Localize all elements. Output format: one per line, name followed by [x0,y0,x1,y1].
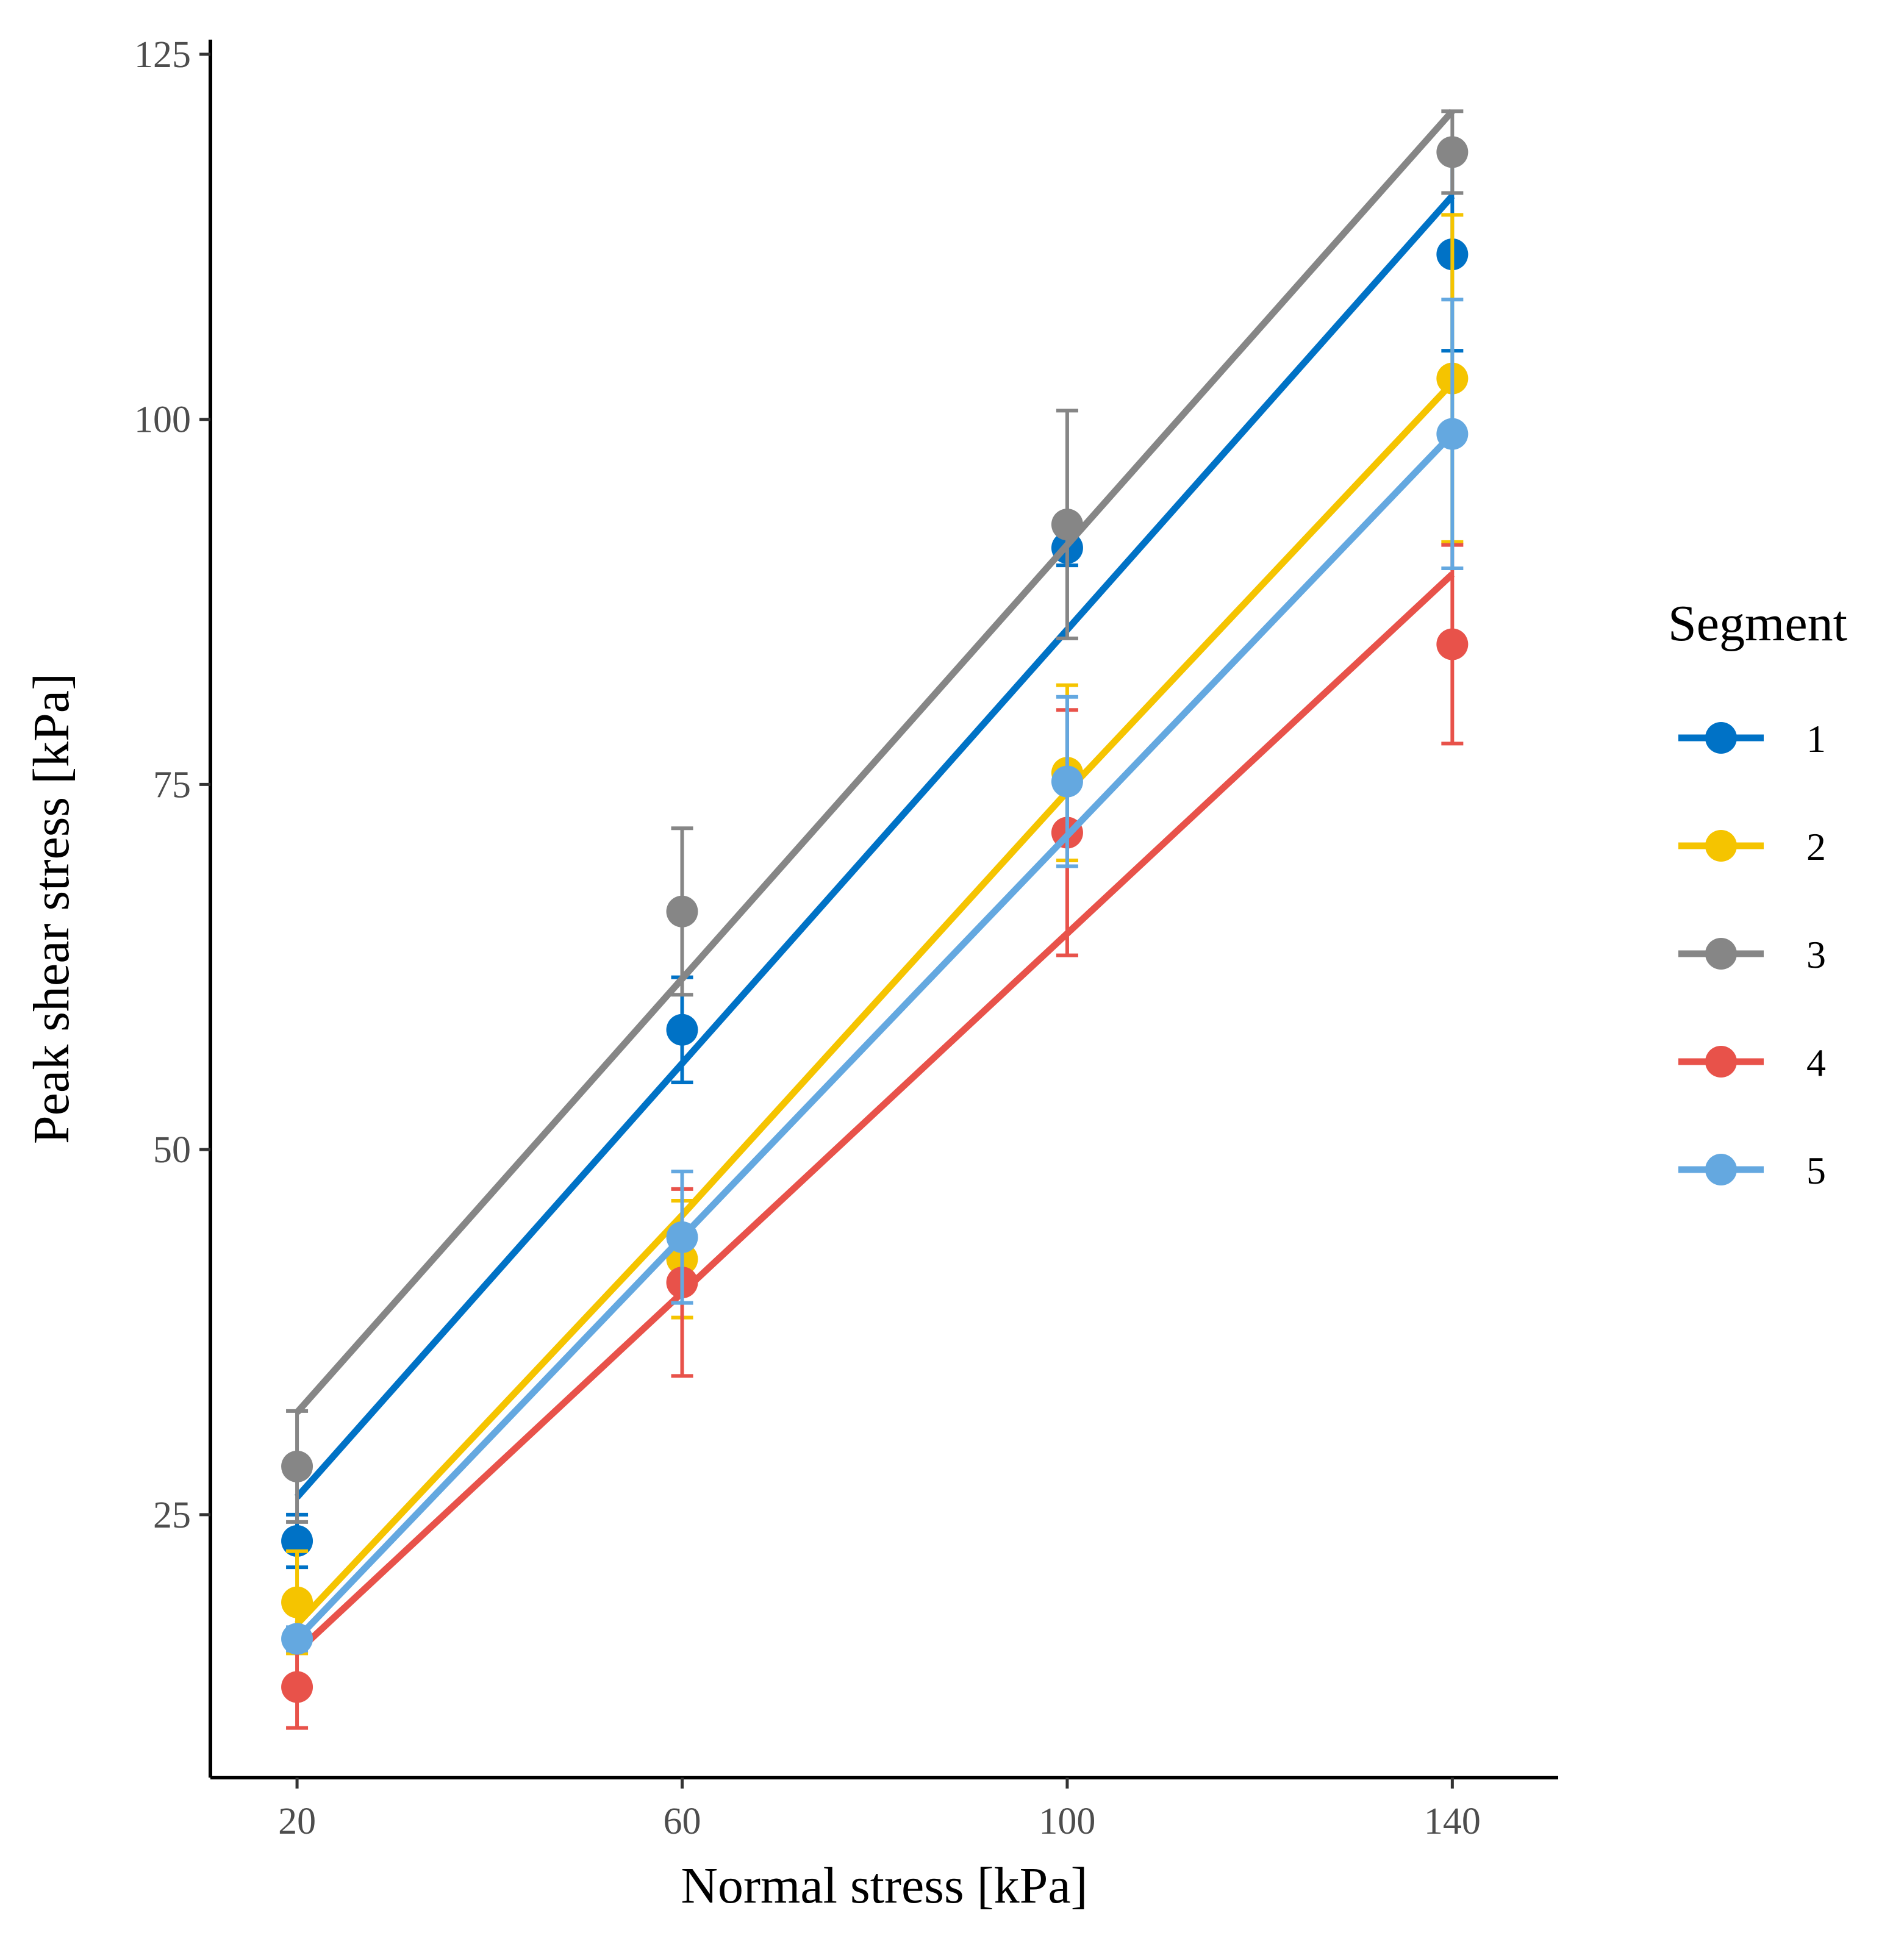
x-tick-label: 60 [664,1801,701,1842]
series-4 [281,543,1469,1730]
x-tick-label: 100 [1039,1801,1095,1842]
fit-line-segment-3 [294,109,1455,1415]
y-axis: 25 50 75 100 125 [134,34,212,1778]
y-axis-title: Peak shear stress [kPa] [23,673,80,1144]
fit-line-segment-2 [295,381,1455,1627]
fit-line-segment-4 [295,571,1455,1655]
legend-label: 3 [1806,933,1826,976]
data-point [1436,136,1469,168]
data-point [281,1623,313,1655]
y-tick-label: 100 [134,399,191,441]
series-3 [281,109,1469,1524]
data-point [1436,628,1469,660]
series-5 [281,298,1469,1655]
data-point [281,1450,313,1482]
data-point [1051,509,1083,541]
legend: Segment 1 2 3 4 5 [1668,595,1847,1192]
legend-label: 5 [1806,1149,1826,1192]
data-point [1436,418,1469,450]
x-axis-title: Normal stress [kPa] [681,1857,1087,1914]
fit-line-segment-1 [294,193,1455,1500]
x-tick-label: 20 [278,1801,316,1842]
plot-area [281,109,1469,1730]
legend-key-point [1705,722,1737,754]
x-axis: 20 60 100 140 [210,1776,1558,1842]
series-2 [281,213,1469,1656]
data-point [666,1221,698,1253]
legend-item-segment-2: 2 [1678,825,1826,868]
legend-item-segment-1: 1 [1678,717,1826,760]
data-point [281,1586,313,1618]
data-point [1051,765,1083,798]
legend-key-point [1705,830,1737,862]
legend-key-point [1705,1046,1737,1078]
y-tick-label: 75 [153,764,191,806]
data-point [281,1671,313,1703]
series-1 [281,155,1469,1570]
y-tick-label: 25 [153,1495,191,1536]
legend-label: 4 [1806,1041,1826,1084]
legend-key-point [1705,938,1737,970]
x-tick-label: 140 [1424,1801,1481,1842]
fit-line-segment-5 [295,431,1455,1642]
legend-title: Segment [1668,595,1847,652]
y-tick-label: 125 [134,34,191,76]
data-point [666,1013,698,1046]
legend-label: 2 [1806,825,1826,868]
legend-key-point [1705,1154,1737,1185]
legend-item-segment-4: 4 [1678,1041,1826,1084]
y-tick-label: 50 [153,1129,191,1171]
legend-item-segment-3: 3 [1678,933,1826,976]
legend-label: 1 [1806,717,1826,760]
data-point [666,895,698,928]
data-point [281,1525,313,1557]
legend-item-segment-5: 5 [1678,1149,1826,1192]
